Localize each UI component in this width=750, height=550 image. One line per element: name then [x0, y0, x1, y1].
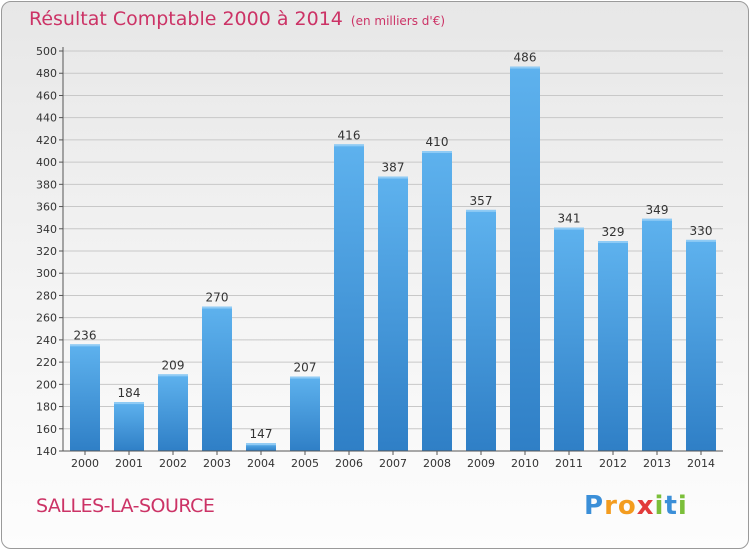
value-label: 341: [558, 212, 581, 226]
y-tick-label: 400: [36, 156, 57, 169]
x-tick-label: 2012: [599, 457, 627, 470]
value-label: 207: [294, 361, 317, 375]
bar-highlight: [378, 176, 408, 179]
y-tick-label: 160: [36, 423, 57, 436]
bar-highlight: [114, 402, 144, 405]
y-tick-label: 200: [36, 378, 57, 391]
value-label: 387: [382, 161, 405, 175]
logo-letter: i: [677, 491, 688, 521]
x-tick-label: 2000: [71, 457, 99, 470]
bar-2002: [158, 374, 188, 451]
x-tick-label: 2003: [203, 457, 231, 470]
value-label: 236: [74, 328, 97, 342]
y-tick-label: 420: [36, 134, 57, 147]
x-tick-label: 2010: [511, 457, 539, 470]
bar-highlight: [246, 443, 276, 446]
x-tick-label: 2005: [291, 457, 319, 470]
value-label: 209: [162, 358, 185, 372]
bar-2005: [290, 376, 320, 451]
chart-title-text: Résultat Comptable 2000 à 2014: [29, 8, 343, 30]
bar-2008: [422, 151, 452, 451]
value-label: 357: [470, 194, 493, 208]
value-label: 147: [250, 427, 273, 441]
bar-highlight: [334, 144, 364, 147]
x-tick-label: 2014: [687, 457, 715, 470]
bar-2014: [686, 239, 716, 451]
x-tick-label: 2002: [159, 457, 187, 470]
bar-highlight: [422, 151, 452, 153]
bar-highlight: [158, 374, 188, 377]
x-tick-label: 2011: [555, 457, 583, 470]
proxiti-logo: Proxiti: [584, 491, 688, 521]
y-tick-label: 240: [36, 334, 57, 347]
chart-title: Résultat Comptable 2000 à 2014 (en millie…: [29, 8, 445, 30]
y-tick-label: 180: [36, 401, 57, 414]
bar-highlight: [510, 66, 540, 69]
bar-2011: [554, 227, 584, 451]
x-tick-label: 2006: [335, 457, 363, 470]
value-label: 330: [690, 224, 713, 238]
bar-highlight: [290, 376, 320, 379]
logo-letter: i: [654, 491, 665, 521]
x-tick-label: 2008: [423, 457, 451, 470]
value-label: 410: [426, 135, 449, 149]
value-label: 349: [646, 203, 669, 217]
x-tick-label: 2007: [379, 457, 407, 470]
value-label: 329: [602, 225, 625, 239]
logo-letter: x: [636, 491, 655, 521]
bar-highlight: [598, 241, 628, 243]
bar-highlight: [202, 306, 232, 309]
y-tick-label: 460: [36, 89, 57, 102]
y-tick-label: 280: [36, 289, 57, 302]
y-tick-label: 220: [36, 356, 57, 369]
bar-2009: [466, 209, 496, 451]
y-tick-label: 380: [36, 178, 57, 191]
value-label: 486: [514, 51, 537, 65]
y-tick-label: 140: [36, 445, 57, 458]
bar-2010: [510, 66, 540, 452]
bar-2013: [642, 218, 672, 451]
value-label: 416: [338, 128, 361, 142]
x-tick-label: 2009: [467, 457, 495, 470]
x-tick-label: 2013: [643, 457, 671, 470]
bar-2004: [246, 443, 276, 451]
y-tick-label: 340: [36, 223, 57, 236]
bar-2003: [202, 306, 232, 451]
bar-2006: [334, 144, 364, 452]
location-name: SALLES-LA-SOURCE: [36, 495, 215, 517]
logo-letter: r: [604, 491, 618, 521]
y-tick-label: 480: [36, 67, 57, 80]
y-tick-label: 440: [36, 112, 57, 125]
logo-letter: t: [664, 491, 678, 521]
bar-highlight: [554, 227, 584, 230]
bar-highlight: [466, 209, 496, 212]
bar-2000: [70, 344, 100, 451]
y-tick-label: 320: [36, 245, 57, 258]
chart-subtitle: (en milliers d'€): [350, 14, 446, 28]
logo-letter: o: [617, 491, 637, 521]
bar-highlight: [642, 218, 672, 221]
bar-highlight: [686, 239, 716, 242]
value-label: 270: [206, 291, 229, 305]
value-label: 184: [118, 386, 141, 400]
bar-2007: [378, 176, 408, 452]
y-tick-label: 360: [36, 201, 57, 214]
x-tick-label: 2004: [247, 457, 275, 470]
bar-2012: [598, 241, 628, 451]
x-tick-label: 2001: [115, 457, 143, 470]
bar-highlight: [70, 344, 100, 347]
bar-2001: [114, 402, 144, 451]
y-tick-label: 260: [36, 312, 57, 325]
y-tick-label: 300: [36, 267, 57, 280]
y-tick-label: 500: [36, 45, 57, 58]
logo-letter: P: [584, 491, 605, 521]
